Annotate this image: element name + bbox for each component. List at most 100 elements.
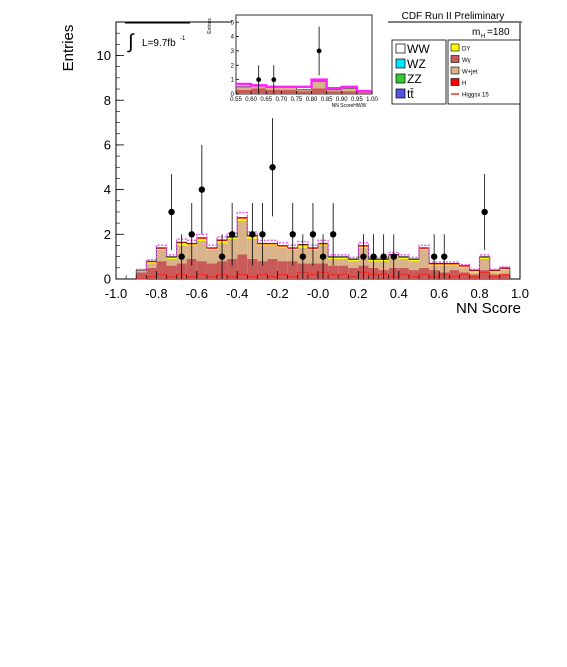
main-bar-W-14 [277,261,288,279]
main-bar-W-20 [338,265,349,279]
main-data-point-15 [370,253,377,260]
main-data-point-0 [168,208,175,216]
header-box [391,9,522,23]
main-bar-W-21 [348,267,359,279]
inset-bar-Wjet-0 [236,86,252,90]
main-data-point-19 [441,253,448,260]
legend-label-right-0: DY [462,47,470,53]
main-bar-W-6 [196,261,207,279]
main-x-tick-label-8: 0.6 [430,286,448,301]
main-y-tick-label-0: 0 [104,272,111,287]
main-bar-H-35 [489,270,500,272]
mass-label: m [472,27,480,38]
inset-x-tick-label-2: 0.65 [260,97,272,103]
inset-bar-Wjet-4 [296,89,312,92]
main-x-tick-label-3: -0.4 [226,286,248,301]
main-data-point-8 [269,164,276,171]
main-y-tick-label-4: 8 [104,93,111,108]
inset-bar-Wjet-7 [341,88,357,92]
inset-bar-W-5 [311,88,327,94]
integral-symbol: ∫ [127,31,135,53]
main-data-point-6 [249,231,256,238]
main-x-tick-label-5: -0.0 [307,286,329,301]
main-bar-W-3 [166,265,177,279]
legend-swatch-right-3 [450,78,460,86]
main-bar-W-2 [156,261,167,279]
legend-label-right-1: Wγ [462,58,471,64]
main-bar-Wjet-13 [267,245,278,259]
main-data-point-7 [259,231,266,238]
main-bar-DY-20 [338,257,349,259]
main-bar-Wjet-33 [469,272,480,275]
luminosity-text: L=9.7fb [142,38,176,49]
main-bar-DY-26 [398,257,409,259]
main-bar-H-6 [196,237,207,239]
main-data-point-13 [329,231,337,238]
main-x-tick-label-2: -0.6 [186,286,208,301]
inset-bar-W-8 [356,92,372,94]
main-data-point-5 [228,231,236,238]
main-bar-H-34 [479,256,490,258]
main-data-point-2 [188,231,195,238]
mass-value: =180 [487,27,510,38]
main-bar-DY-31 [449,264,460,266]
main-x-tick-label-10: 1.0 [511,286,529,301]
main-bar-DY-34 [479,257,490,259]
main-x-tick-label-1: -0.8 [145,286,167,301]
inset-x-tick-label-5: 0.80 [306,97,318,103]
main-bar-Wjet-27 [408,261,419,271]
legend-swatch-left-3 [395,88,406,99]
main-bar-DY-2 [156,248,167,250]
main-bar-H-20 [338,256,349,258]
main-data-point-16 [380,253,387,260]
main-bar-H-27 [408,258,419,261]
main-bar-H-3 [166,256,177,258]
main-plot-layer: -1.0 -0.8 -0.6 -0.4 -0.2 -0.0 0.2 0.4 0.6 0.8 1.00… [97,21,529,301]
main-bar-DY-32 [459,266,470,268]
legend-swatch-left-0 [395,43,406,54]
main-x-tick-label-7: 0.4 [390,286,408,301]
main-bar-DY-3 [166,257,177,259]
main-bar-DY-36 [499,268,510,271]
main-bar-DY-6 [196,238,207,242]
main-bar-Wjet-7 [206,249,217,264]
main-bar-H-33 [469,270,480,272]
mass-sub: H [481,34,485,40]
main-bar-W-0 [136,272,147,279]
main-bar-W-31 [449,270,460,279]
main-bar-H-13 [267,243,278,245]
main-bar-Wjet-32 [459,267,470,273]
main-bar-W-12 [257,261,268,279]
luminosity-sup: -1 [180,36,186,42]
inset-bar-Wjet-5 [311,81,327,89]
main-bar-W-9 [227,258,238,279]
main-bar-W-7 [206,263,217,279]
inset-bar-Wjet-3 [281,86,297,90]
main-bar-W-13 [267,258,278,279]
inset-x-tick-label-8: 0.95 [351,97,363,103]
main-bar-W-27 [408,270,419,279]
main-bar-H-32 [459,265,470,267]
inset-data-point-1 [271,77,277,83]
legend-label-left-2: ZZ [407,72,422,86]
main-x-tick-label-4: -0.2 [266,286,288,301]
inset-y-tick-label-1: 1 [231,78,235,84]
inset-x-tick-label-0: 0.55 [230,97,242,103]
inset-x-tick-label-4: 0.75 [291,97,303,103]
main-bar-DY-35 [489,271,500,273]
main-bar-DY-1 [146,262,157,264]
legend-swatch-left-2 [395,73,406,84]
main-bar-W-10 [237,254,248,279]
inset-plot-layer: 0.55 0.60 0.65 0.70 0.75 0.80 0.85 0.90 0.95 1.00… [230,20,378,103]
main-bar-W-15 [287,261,298,279]
inset-x-axis-label: NN ScoreHWW [332,103,367,109]
main-bar-Wjet-2 [156,249,167,262]
main-data-point-11 [309,231,317,238]
legend-label-left-1: WZ [407,57,426,71]
inset-bar-W-0 [236,89,252,94]
main-x-tick-label-9: 0.8 [471,286,489,301]
main-bar-W-26 [398,267,409,279]
inset-data-point-2 [316,48,322,54]
legend-label-left-0: WW [407,42,430,56]
